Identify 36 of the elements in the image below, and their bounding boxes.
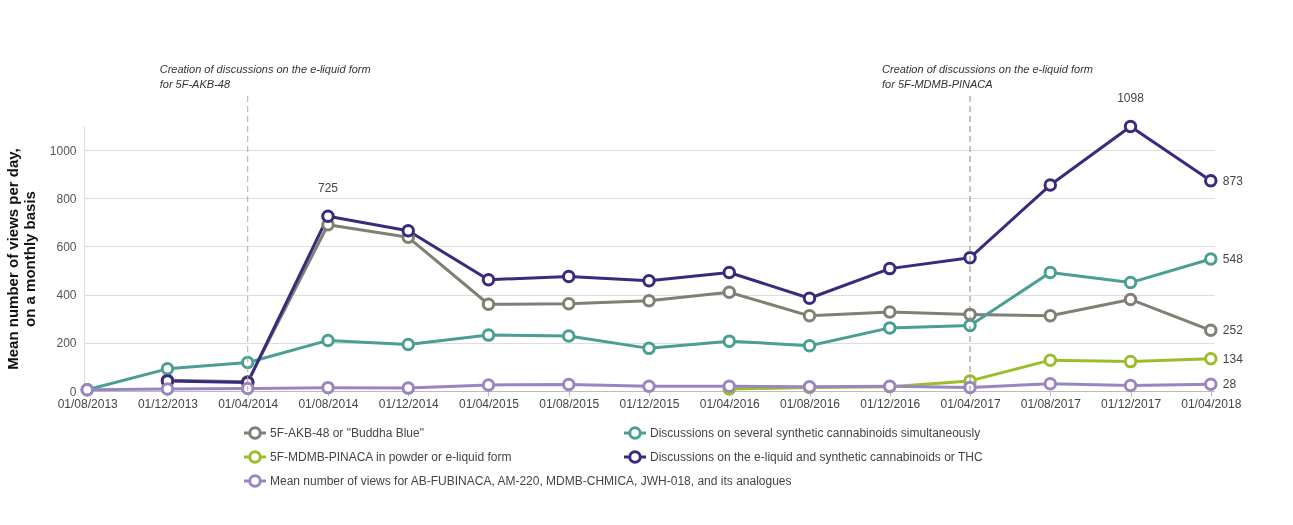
x-tick-label: 01/12/2016 — [860, 396, 921, 411]
x-tick-label: 01/12/2014 — [378, 396, 440, 411]
ref-line-label: Creation of discussions on the e-liquid form for 5F-MDMB-PINACA — [882, 63, 1093, 90]
y-tick-label: 800 — [56, 191, 77, 206]
data-label: 548 — [1222, 251, 1244, 266]
x-tick-label: 01/04/2017 — [940, 396, 1001, 411]
data-label: 725 — [317, 181, 339, 196]
y-tick-label: 400 — [56, 288, 77, 303]
y-tick-label: 200 — [56, 336, 77, 351]
legend-label: Mean number of views for AB-FUBINACA, AM-220, MDMB-CHMICA, JWH-018, and its analogues — [270, 474, 792, 488]
data-label: 28 — [1222, 377, 1237, 392]
y-tick-label: 0 — [69, 384, 77, 399]
x-tick-label: 01/04/2016 — [699, 396, 761, 411]
x-tick-label: 01/12/2013 — [137, 396, 199, 411]
y-tick-label: 1000 — [49, 143, 77, 158]
x-tick-label: 01/12/2015 — [619, 396, 680, 411]
data-label: 134 — [1222, 351, 1244, 366]
x-tick-label: 01/04/2014 — [218, 396, 279, 411]
legend-label: Discussions on several synthetic cannabinoids simultaneously — [650, 426, 981, 440]
x-tick-label: 01/08/2014 — [298, 396, 359, 411]
data-label: 873 — [1222, 173, 1244, 188]
ref-line-label: Creation of discussions on the e-liquid form for 5F-AKB-48 — [159, 63, 371, 90]
data-label: 252 — [1222, 323, 1244, 338]
x-tick-label: 01/12/2017 — [1101, 396, 1162, 411]
legend-label: Discussions on the e-liquid and synthetic cannabinoids or THC — [650, 450, 983, 464]
x-tick-label: 01/04/2015 — [458, 396, 520, 411]
legend-label: 5F-MDMB-PINACA in powder or e-liquid form — [270, 450, 512, 464]
y-tick-label: 600 — [56, 239, 77, 254]
x-tick-label: 01/08/2016 — [779, 396, 841, 411]
x-tick-label: 01/04/2018 — [1181, 396, 1242, 411]
x-tick-label: 01/08/2013 — [57, 396, 119, 411]
data-label: 1098 — [1117, 91, 1145, 106]
legend-label: 5F-AKB-48 or "Buddha Blue" — [270, 426, 424, 440]
y-axis-title: Mean number of views per day, on a monthly basis — [3, 148, 38, 370]
x-tick-label: 01/08/2017 — [1020, 396, 1082, 411]
x-tick-label: 01/08/2015 — [539, 396, 600, 411]
